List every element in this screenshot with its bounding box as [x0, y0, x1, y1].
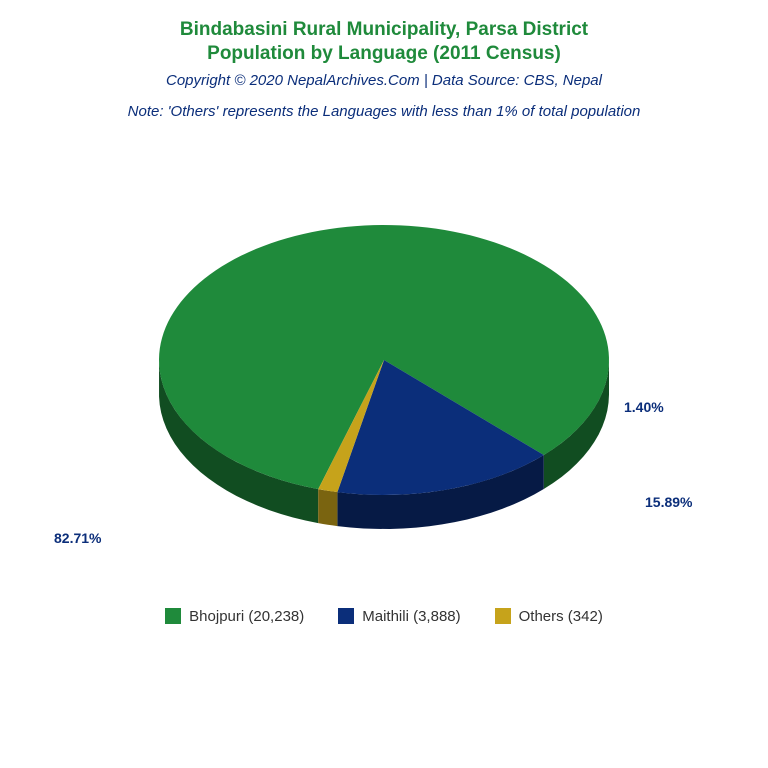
- pct-label-bhojpuri: 82.71%: [54, 530, 101, 546]
- swatch-bhojpuri: [165, 608, 181, 624]
- title-line-2: Population by Language (2011 Census): [0, 42, 768, 66]
- subtitle-line: Copyright © 2020 NepalArchives.Com | Dat…: [0, 72, 768, 89]
- note-line: Note: 'Others' represents the Languages …: [0, 103, 768, 120]
- legend-item-others: Others (342): [495, 608, 603, 625]
- legend-label-maithili: Maithili (3,888): [362, 608, 460, 625]
- legend: Bhojpuri (20,238) Maithili (3,888) Other…: [0, 608, 768, 625]
- legend-label-bhojpuri: Bhojpuri (20,238): [189, 608, 304, 625]
- pie-chart: 82.71% 15.89% 1.40%: [0, 150, 768, 590]
- legend-label-others: Others (342): [519, 608, 603, 625]
- swatch-maithili: [338, 608, 354, 624]
- swatch-others: [495, 608, 511, 624]
- header-titles: Bindabasini Rural Municipality, Parsa Di…: [0, 0, 768, 120]
- pct-label-others: 1.40%: [624, 399, 664, 415]
- legend-item-bhojpuri: Bhojpuri (20,238): [165, 608, 304, 625]
- legend-item-maithili: Maithili (3,888): [338, 608, 460, 625]
- pct-label-maithili: 15.89%: [645, 494, 692, 510]
- pie-svg: [0, 150, 768, 590]
- title-line-1: Bindabasini Rural Municipality, Parsa Di…: [0, 18, 768, 42]
